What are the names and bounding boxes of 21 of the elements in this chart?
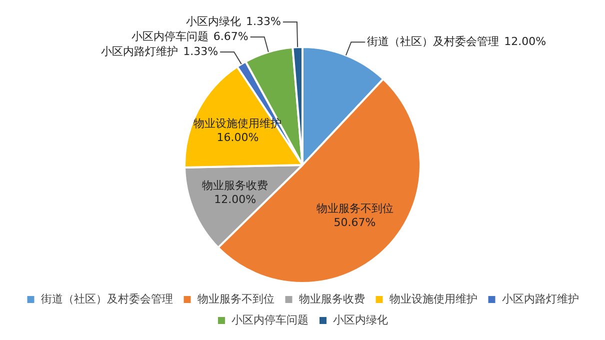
data-label: 12.00% (504, 34, 546, 48)
slice-label: 小区内绿化 (186, 14, 242, 28)
data-label: 6.67% (213, 30, 248, 43)
data-label: 1.33% (183, 44, 218, 58)
slice-label: 小区内停车问题 (131, 30, 208, 43)
legend-label: 小区内绿化 (333, 313, 388, 326)
data-label: 50.67% (334, 216, 376, 230)
slice-label: 街道（社区）及村委会管理 (367, 34, 500, 48)
legend-label: 小区内停车问题 (232, 313, 308, 326)
legend-label: 物业服务收费 (298, 292, 365, 306)
legend-label: 物业服务不到位 (197, 292, 274, 306)
slice-label: 物业服务收费 (202, 179, 268, 192)
legend-label: 小区内路灯维护 (502, 292, 579, 306)
data-label: 1.33% (246, 14, 281, 28)
data-label: 16.00% (216, 130, 259, 144)
slice-label: 物业设施使用维护 (194, 116, 282, 130)
data-label: 12.00% (214, 193, 256, 206)
slice-label: 物业服务不到位 (316, 202, 394, 216)
legend-label: 街道（社区）及村委会管理 (40, 292, 173, 306)
legend-label: 物业设施使用维护 (389, 292, 478, 306)
slice-label: 小区内路灯维护 (101, 44, 178, 58)
